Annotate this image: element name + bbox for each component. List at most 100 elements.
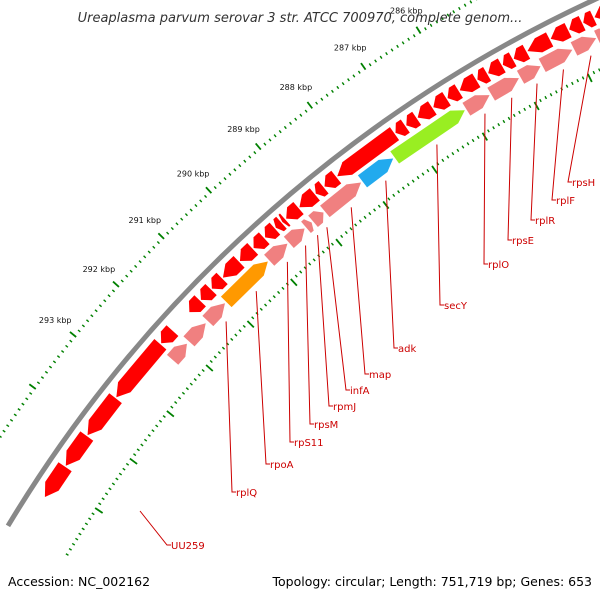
reverse-cds-secY [390,110,465,164]
gene-label-secY: secY [444,301,468,312]
gene-label-rpsE: rpsE [512,236,534,247]
outer-tick [69,339,73,343]
gene-leader-line [551,69,564,201]
forward-cds-arrow [447,84,463,102]
gene-label-rplR: rplR [535,216,555,227]
reverse-cds-rpsM [283,228,305,248]
inner-tick [471,138,475,143]
outer-tick [152,245,156,249]
forward-cds-arrow [314,181,329,197]
inner-tick [88,517,92,521]
forward-cds-arrow [324,170,342,188]
outer-tick [374,59,378,63]
inner-tick [476,135,480,139]
inner-tick [91,512,95,516]
inner-tick [242,324,246,328]
forward-cds-arrow [594,5,600,19]
outer-tick [294,117,298,121]
outer-tick [440,16,444,21]
inner-tick [155,424,159,428]
outer-tick [199,199,203,203]
forward-cds-arrow [527,32,554,53]
inner-tick [129,457,138,465]
inner-tick [502,119,506,124]
outer-tick [263,142,267,146]
gene-label-infA: infA [350,386,370,397]
outer-tick [17,408,21,411]
outer-tick [25,397,29,401]
tick-label: 288 kbp [280,83,313,92]
outer-tick [175,222,179,226]
inner-tick [321,250,325,254]
inner-tick [555,90,558,94]
outer-tick [243,159,247,163]
forward-cds-arrow [188,295,206,313]
accession-text: Accession: NC_002162 [8,574,150,589]
outer-tick [94,309,98,313]
inner-tick [238,329,242,333]
inner-tick [133,453,137,457]
gene-leader-line [567,55,592,183]
inner-tick [78,532,82,536]
inner-tick [349,227,353,231]
outer-tick [223,177,227,181]
gene-label-rpsH: rpsH [572,178,595,189]
inner-tick [335,238,343,247]
outer-tick [299,113,303,117]
forward-cds-arrow [222,256,245,278]
outer-tick [320,97,324,101]
reverse-cds-rpoA [220,261,268,308]
outer-tick [86,319,90,323]
outer-tick [463,3,467,7]
outer-tick [21,402,25,406]
reverse-cds-rpsE [487,77,519,101]
gene-leader-line [350,207,369,375]
inner-tick [466,142,470,146]
forward-cds-arrow [459,73,481,93]
inner-tick [576,79,580,83]
reverse-cds-map [320,182,362,218]
outer-tick [360,62,367,71]
inner-tick [185,387,189,391]
forward-cds-arrow [65,431,94,466]
inner-tick [401,186,405,190]
inner-tick [363,215,367,220]
reverse-strand-cds [166,28,600,365]
inner-tick [512,113,516,118]
outer-tick [415,26,422,35]
inner-tick [507,116,511,121]
inner-tick [189,382,193,386]
inner-tick [111,482,116,486]
outer-tick [385,52,388,56]
outer-tick [283,125,287,130]
forward-cds-arrow [44,462,72,497]
gene-leader-line [139,510,171,546]
outer-tick [228,172,232,176]
outer-tick [315,101,319,105]
inner-tick [217,351,221,355]
gene-label-rpoA: rpoA [270,460,294,471]
inner-tick [177,396,182,400]
map-title: Ureaplasma parvum serovar 3 str. ATCC 70… [78,11,523,26]
outer-tick [44,370,49,374]
inner-tick [312,258,316,262]
reverse-cds-rplF [538,48,573,73]
inner-tick [571,81,574,86]
inner-tick [104,492,109,496]
outer-tick [273,134,277,138]
tick-label: 287 kbp [334,44,367,53]
gene-leader-line [225,321,236,493]
outer-tick [458,6,461,11]
gene-label-adk: adk [398,344,416,355]
outer-tick [218,181,222,185]
inner-tick [162,415,166,419]
inner-tick [230,337,234,341]
gene-leader-line [483,113,488,265]
inner-tick [354,223,358,227]
gene-label-rplO: rplO [488,260,509,271]
outer-tick [81,324,85,328]
gene-label-rpS11: rpS11 [294,438,324,449]
outer-tick [435,20,439,24]
tick-label: 286 kbp [390,7,423,16]
gene-label-map: map [369,370,391,381]
